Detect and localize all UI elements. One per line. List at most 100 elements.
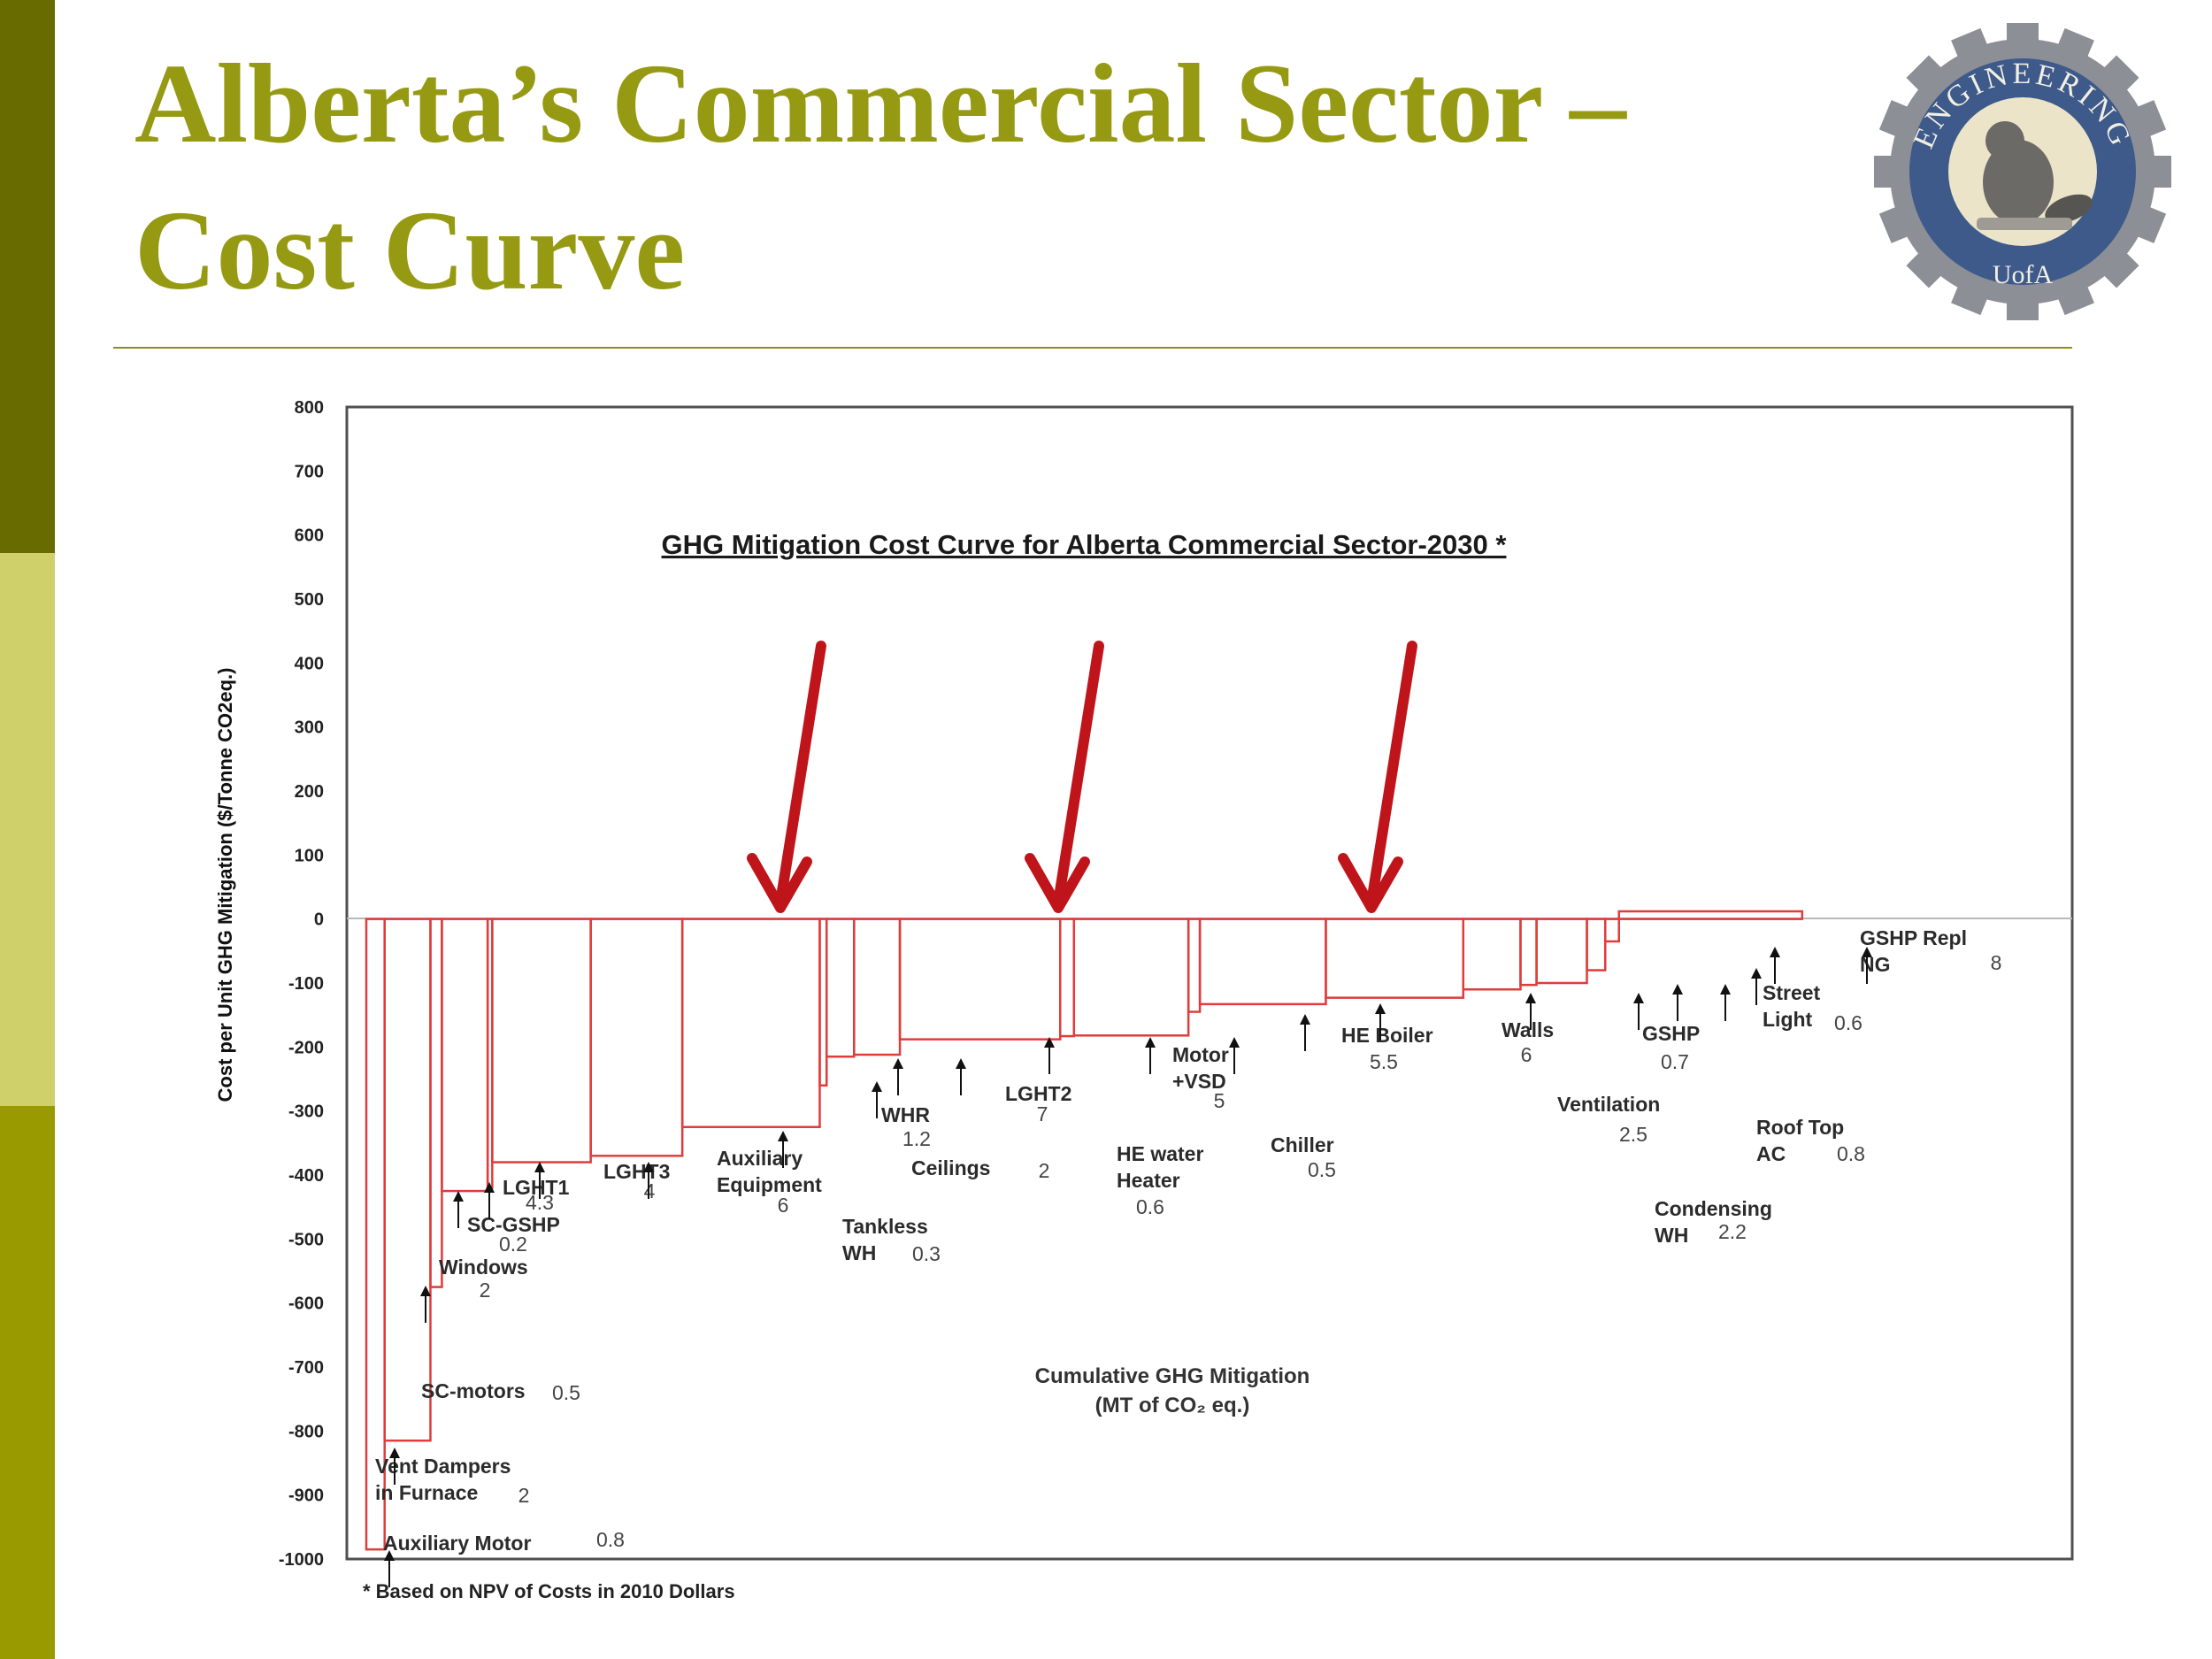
measure-value: 2 — [1039, 1159, 1050, 1182]
measure-value: 0.6 — [1834, 1011, 1863, 1034]
y-axis-ticks: 800 700 600 500 400 300 200 100 0 -100 -200 -300 -40… — [279, 398, 324, 1570]
measure-name: Heater — [1117, 1169, 1180, 1192]
highlight-arrow-head — [747, 853, 812, 913]
measure-value: 6 — [778, 1194, 789, 1217]
slide-title-line2: Cost Curve — [134, 188, 686, 314]
pointer-arrowhead — [1633, 993, 1644, 1003]
logo-text-bottom: UofA — [1993, 260, 2054, 289]
measure-labels: Auxiliary Motor 0.8 Vent Dampers in Furnace… — [375, 926, 2001, 1555]
measure-name: GSHP Repl — [1860, 926, 1967, 949]
y-tick-label: -900 — [288, 1486, 324, 1506]
pointer-arrowhead — [1525, 993, 1536, 1003]
pointer-arrowhead — [389, 1448, 400, 1458]
measure-name: AC — [1756, 1142, 1786, 1165]
y-tick-label: -200 — [288, 1038, 324, 1057]
slide-title: Alberta’s Commercial Sector – Cost Curve — [134, 30, 1816, 325]
y-tick-label: 500 — [295, 590, 324, 610]
measure-value: 1.2 — [902, 1127, 931, 1150]
cost-curve-steps — [365, 910, 1804, 1551]
measure-value: 0.3 — [912, 1242, 941, 1265]
measure-name: LGHT2 — [1005, 1082, 1071, 1105]
measure-name: HE Boiler — [1341, 1024, 1433, 1047]
sidebar-band-mid — [0, 1106, 55, 1659]
pointer-arrowhead — [893, 1058, 903, 1069]
measure-name: Equipment — [717, 1173, 822, 1196]
sidebar-band-light — [0, 553, 55, 1106]
measure-value: 0.6 — [1136, 1195, 1164, 1218]
y-axis-label: Cost per Unit GHG Mitigation ($/Tonne CO… — [214, 668, 236, 1102]
pointer-arrowhead — [1751, 968, 1762, 979]
measure-name: Walls — [1502, 1018, 1554, 1041]
y-tick-label: -800 — [288, 1422, 324, 1441]
measure-value: 0.8 — [596, 1528, 625, 1551]
measure-value: 0.8 — [1837, 1142, 1865, 1165]
measure-value: 5 — [1214, 1089, 1225, 1112]
measure-name: Ventilation — [1557, 1093, 1660, 1116]
footnote: * Based on NPV of Costs in 2010 Dollars — [363, 1580, 735, 1602]
pointer-arrowhead — [778, 1131, 788, 1141]
y-tick-label: -100 — [288, 974, 324, 994]
pointer-arrowhead — [453, 1191, 464, 1202]
highlight-arrow-shaft — [775, 641, 826, 908]
pointer-arrowhead — [1375, 1003, 1386, 1014]
y-tick-label: -700 — [288, 1358, 324, 1378]
measure-name: Street — [1763, 981, 1821, 1004]
measure-value: 0.7 — [1661, 1050, 1689, 1073]
measure-value: 6 — [1521, 1043, 1532, 1066]
pointer-arrowhead — [1770, 947, 1780, 957]
pointer-arrowhead — [1229, 1037, 1240, 1048]
y-tick-label: 0 — [314, 910, 324, 930]
measure-name: Windows — [439, 1256, 528, 1279]
highlight-arrow-head — [1025, 853, 1090, 913]
measure-name: Motor — [1172, 1043, 1229, 1066]
x-axis-label-line1: Cumulative GHG Mitigation — [1035, 1364, 1310, 1388]
y-tick-label: -1000 — [279, 1550, 324, 1570]
measure-value: 2 — [518, 1484, 530, 1507]
pointer-arrowhead — [1044, 1037, 1055, 1048]
measure-value: 2.2 — [1718, 1220, 1747, 1243]
pointer-arrowhead — [1720, 984, 1731, 995]
measure-name: SC-motors — [421, 1379, 526, 1402]
label-pointer-arrows — [384, 947, 1872, 1587]
y-tick-label: -600 — [288, 1294, 324, 1314]
y-tick-label: 600 — [295, 526, 324, 546]
y-tick-label: 100 — [295, 846, 324, 865]
y-tick-label: -400 — [288, 1166, 324, 1186]
pointer-arrowhead — [384, 1550, 395, 1561]
pointer-arrowhead — [484, 1182, 495, 1193]
sidebar-band-dark — [0, 0, 55, 553]
y-tick-label: 200 — [295, 782, 324, 802]
measure-name: WHR — [881, 1103, 930, 1126]
chart-title: GHG Mitigation Cost Curve for Alberta Co… — [662, 529, 1508, 560]
measure-value: 0.5 — [1308, 1158, 1336, 1181]
pointer-arrowhead — [956, 1058, 966, 1069]
beaver-icon — [1977, 121, 2093, 230]
measure-name: Auxiliary Motor — [383, 1532, 531, 1555]
measure-name: Auxiliary — [717, 1147, 803, 1170]
measure-name: Condensing — [1655, 1197, 1772, 1220]
y-tick-label: -500 — [288, 1230, 324, 1249]
pointer-arrowhead — [1300, 1014, 1310, 1025]
slide-title-line1: Alberta’s Commercial Sector – — [134, 41, 1626, 166]
measure-value: 2 — [480, 1279, 491, 1302]
measure-name: Vent Dampers — [375, 1455, 511, 1478]
measure-name: Light — [1763, 1008, 1813, 1031]
y-tick-label: 400 — [295, 654, 324, 673]
measure-value: 0.5 — [552, 1381, 580, 1404]
measure-name: LGHT3 — [603, 1160, 670, 1183]
pointer-arrowhead — [1145, 1037, 1156, 1048]
pointer-arrowhead — [1862, 947, 1872, 957]
measure-name: Ceilings — [911, 1156, 990, 1179]
cost-step-bar — [1617, 910, 1804, 920]
measure-name: GSHP — [1642, 1022, 1700, 1045]
measure-name: WH — [1655, 1224, 1688, 1247]
measure-name: Roof Top — [1756, 1116, 1844, 1139]
highlight-arrow-head — [1338, 853, 1403, 913]
cost-step-bar — [1586, 918, 1607, 972]
y-tick-label: 700 — [295, 462, 324, 481]
y-tick-label: -300 — [288, 1102, 324, 1122]
measure-value: 4 — [644, 1179, 656, 1202]
cost-step-bar — [1603, 918, 1621, 943]
pointer-arrowhead — [534, 1162, 545, 1172]
